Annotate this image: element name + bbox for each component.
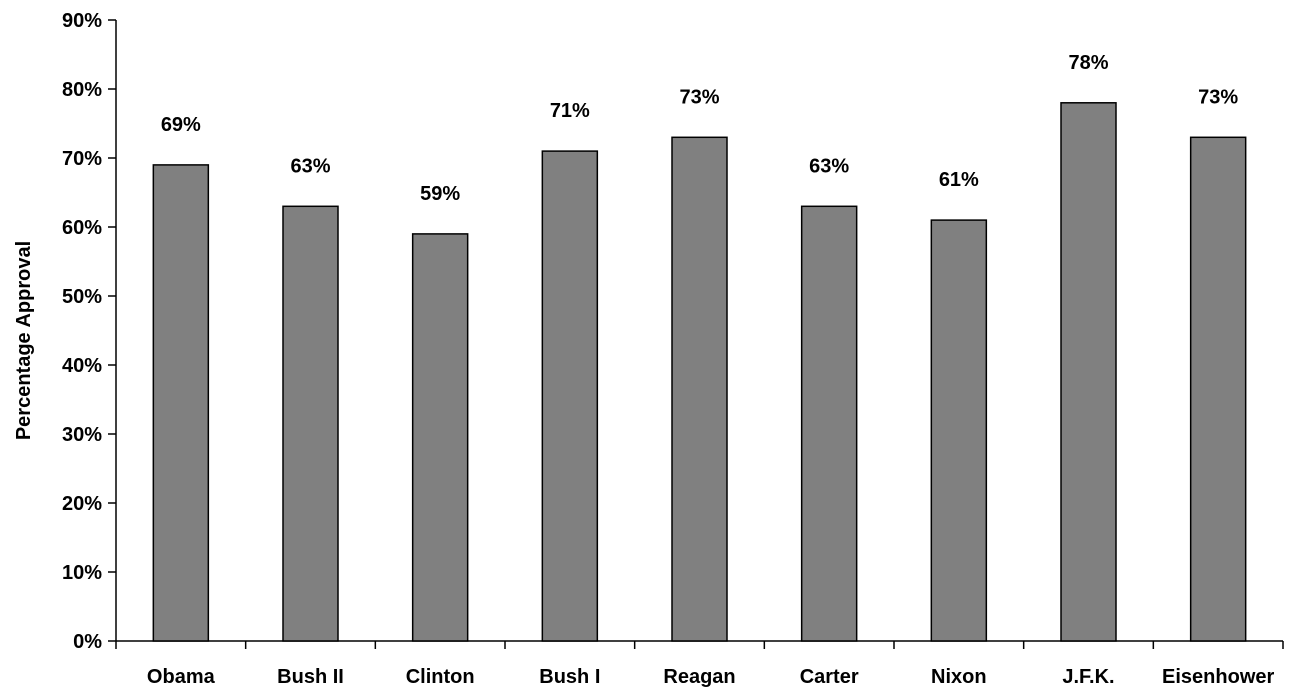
bar-bush-ii bbox=[282, 205, 339, 642]
x-category-label: J.F.K. bbox=[1062, 666, 1114, 688]
bar-clinton bbox=[411, 233, 469, 642]
bar-value-label: 73% bbox=[1198, 86, 1238, 108]
bar-value-label: 71% bbox=[550, 100, 590, 122]
bar-value-label: 59% bbox=[420, 183, 460, 205]
bar-value-label: 63% bbox=[809, 155, 849, 177]
bar-j-f-k bbox=[1060, 102, 1117, 642]
y-tick-label: 80% bbox=[62, 79, 102, 101]
bar-obama bbox=[152, 164, 210, 642]
y-tick-label: 10% bbox=[62, 562, 102, 584]
x-category-label: Carter bbox=[800, 666, 859, 688]
bar-eisenhower bbox=[1189, 136, 1247, 642]
x-axis: Obama Bush II Clinton Bush I Reagan Carter Nix… bbox=[115, 640, 1284, 688]
y-tick-label: 90% bbox=[62, 10, 102, 32]
y-tick-label: 20% bbox=[62, 493, 102, 515]
x-category-label: Obama bbox=[147, 666, 216, 688]
x-category-label: Nixon bbox=[931, 666, 987, 688]
x-category-label: Clinton bbox=[406, 666, 475, 688]
x-category-label: Eisenhower bbox=[1162, 666, 1274, 688]
x-category-label: Bush I bbox=[539, 666, 600, 688]
y-axis: 0% 10% 20% 30% 40% 50% 60% 70% 80% 90% bbox=[62, 10, 117, 653]
y-axis-title: Percentage Approval bbox=[13, 241, 35, 440]
y-tick-label: 30% bbox=[62, 424, 102, 446]
bar-carter bbox=[800, 205, 858, 642]
bar-value-label: 73% bbox=[679, 86, 719, 108]
bar-value-label: 61% bbox=[939, 169, 979, 191]
bar-reagan bbox=[671, 136, 728, 642]
x-category-label: Bush II bbox=[277, 666, 344, 688]
bars bbox=[152, 102, 1247, 642]
y-tick-label: 70% bbox=[62, 148, 102, 170]
bar-value-label: 78% bbox=[1068, 52, 1108, 74]
bar-value-label: 69% bbox=[161, 114, 201, 136]
y-tick-label: 40% bbox=[62, 355, 102, 377]
x-category-label: Reagan bbox=[663, 666, 735, 688]
data-labels: 69% 63% 59% 71% 73% 63% 61% 78% 73% bbox=[161, 52, 1239, 205]
bar-bush-i bbox=[541, 150, 599, 642]
y-tick-label: 50% bbox=[62, 286, 102, 308]
y-tick-label: 60% bbox=[62, 217, 102, 239]
y-tick-label: 0% bbox=[73, 631, 102, 653]
bar-value-label: 63% bbox=[290, 155, 330, 177]
bar-nixon bbox=[930, 219, 988, 642]
